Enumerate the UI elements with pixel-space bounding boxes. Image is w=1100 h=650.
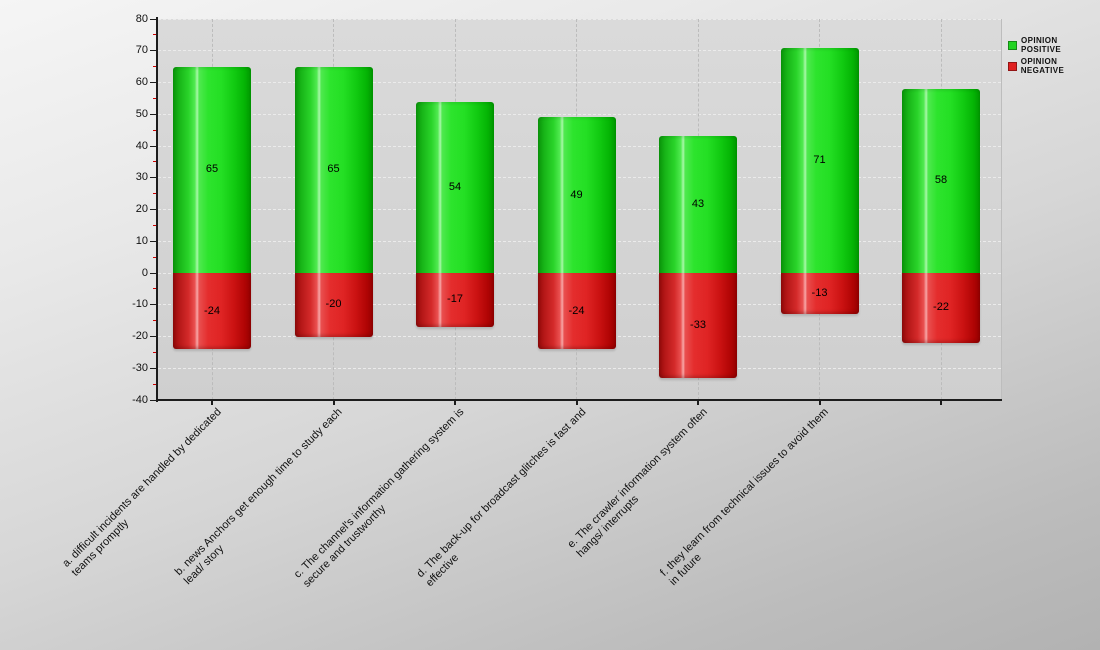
bar-negative-segment[interactable] bbox=[173, 273, 251, 350]
legend-label: OPINION NEGATIVE bbox=[1020, 57, 1065, 75]
y-axis-major-tick bbox=[150, 209, 156, 210]
y-axis-tick-label: 70 bbox=[135, 44, 148, 57]
h-gridline bbox=[158, 18, 1001, 20]
bar-positive-value-label: 71 bbox=[813, 153, 826, 166]
y-axis-major-tick bbox=[150, 240, 156, 242]
bar-positive-segment[interactable] bbox=[294, 66, 373, 273]
h-gridline bbox=[158, 113, 1001, 115]
h-gridline bbox=[158, 50, 1001, 52]
bar-positive-segment[interactable] bbox=[173, 66, 251, 273]
y-axis-minor-tick bbox=[153, 193, 157, 195]
y-axis-minor-tick bbox=[153, 351, 157, 353]
y-axis-tick-label: -30 bbox=[132, 361, 148, 374]
y-axis-minor-tick bbox=[153, 129, 157, 131]
bar-positive-segment[interactable] bbox=[537, 117, 616, 273]
bar-negative-value-label: -22 bbox=[933, 301, 949, 314]
y-axis-minor-tick bbox=[153, 161, 157, 163]
y-axis-tick-label: 60 bbox=[135, 76, 148, 88]
y-axis-major-tick bbox=[150, 113, 156, 115]
y-axis-tick-label: 20 bbox=[135, 203, 148, 215]
y-axis-tick-label: 30 bbox=[135, 171, 148, 184]
y-axis-major-tick bbox=[150, 336, 156, 337]
x-axis-tick bbox=[940, 400, 942, 405]
h-gridline bbox=[158, 82, 1001, 83]
y-axis-major-tick bbox=[150, 50, 156, 52]
legend-label: OPINION POSITIVE bbox=[1020, 36, 1062, 54]
y-axis-major-tick bbox=[150, 367, 156, 369]
y-axis-tick-label: 0 bbox=[141, 266, 148, 279]
bar-negative-value-label: -20 bbox=[325, 298, 342, 311]
y-axis-major-tick bbox=[150, 82, 156, 83]
legend-item[interactable]: OPINION NEGATIVE bbox=[1008, 57, 1100, 75]
bar-negative-value-label: -33 bbox=[690, 318, 706, 331]
bar-negative-segment[interactable] bbox=[902, 273, 980, 343]
bar-negative-value-label: -13 bbox=[811, 287, 828, 300]
x-axis-tick bbox=[454, 400, 456, 405]
x-axis-tick bbox=[211, 400, 213, 405]
x-axis-tick bbox=[332, 400, 335, 405]
y-axis-tick-label: 50 bbox=[135, 107, 148, 120]
bar-positive-segment[interactable] bbox=[416, 101, 494, 273]
y-axis-minor-tick bbox=[153, 320, 157, 322]
bar-negative-value-label: -24 bbox=[568, 304, 585, 317]
bar-negative-value-label: -24 bbox=[204, 304, 220, 317]
bar-negative-segment[interactable] bbox=[416, 273, 494, 327]
legend-item[interactable]: OPINION POSITIVE bbox=[1008, 36, 1100, 54]
bar-negative-segment[interactable] bbox=[780, 273, 859, 315]
bar-positive-value-label: 65 bbox=[205, 163, 219, 176]
y-axis-line bbox=[156, 17, 158, 402]
x-axis-line bbox=[156, 399, 1002, 401]
y-axis-minor-tick bbox=[153, 288, 157, 290]
bar-negative-segment[interactable] bbox=[294, 273, 373, 337]
y-axis-minor-tick bbox=[153, 34, 157, 36]
bar-negative-segment[interactable] bbox=[659, 273, 737, 378]
bar-positive-value-label: 43 bbox=[691, 198, 705, 211]
bar-positive-value-label: 65 bbox=[327, 163, 340, 176]
y-axis-tick-label: -20 bbox=[132, 330, 148, 342]
y-axis-major-tick bbox=[150, 18, 156, 20]
y-axis-minor-tick bbox=[153, 256, 157, 258]
x-axis-tick bbox=[575, 400, 578, 405]
legend: OPINION POSITIVE OPINION NEGATIVE bbox=[1008, 36, 1100, 78]
y-axis-tick-label: -40 bbox=[132, 393, 148, 406]
bar-positive-segment[interactable] bbox=[902, 88, 980, 273]
bar-positive-value-label: 58 bbox=[934, 174, 948, 187]
bar-negative-segment[interactable] bbox=[537, 273, 616, 350]
y-axis-tick-label: -10 bbox=[132, 298, 148, 311]
y-axis-minor-tick bbox=[153, 383, 157, 385]
bar-positive-segment[interactable] bbox=[659, 136, 737, 273]
y-axis-minor-tick bbox=[153, 224, 157, 226]
y-axis-major-tick bbox=[150, 399, 156, 401]
y-axis-tick-label: 10 bbox=[135, 234, 148, 247]
y-axis-minor-tick bbox=[153, 97, 157, 99]
y-axis-tick-label: 40 bbox=[135, 139, 148, 152]
y-axis-major-tick bbox=[150, 304, 156, 306]
y-axis-major-tick bbox=[150, 272, 156, 274]
y-axis-minor-tick bbox=[153, 66, 157, 68]
x-axis-tick bbox=[818, 400, 821, 405]
bar-negative-value-label: -17 bbox=[447, 293, 463, 306]
legend-color-swatch bbox=[1008, 40, 1017, 50]
x-axis-tick bbox=[697, 400, 699, 405]
bar-positive-value-label: 54 bbox=[448, 180, 462, 193]
h-gridline bbox=[158, 367, 1001, 369]
y-axis-tick-label: 80 bbox=[135, 12, 148, 25]
y-axis-major-tick bbox=[150, 177, 156, 179]
legend-color-swatch bbox=[1008, 61, 1017, 71]
bar-positive-value-label: 49 bbox=[570, 188, 583, 201]
bar-positive-segment[interactable] bbox=[780, 47, 859, 273]
y-axis-major-tick bbox=[150, 145, 156, 147]
